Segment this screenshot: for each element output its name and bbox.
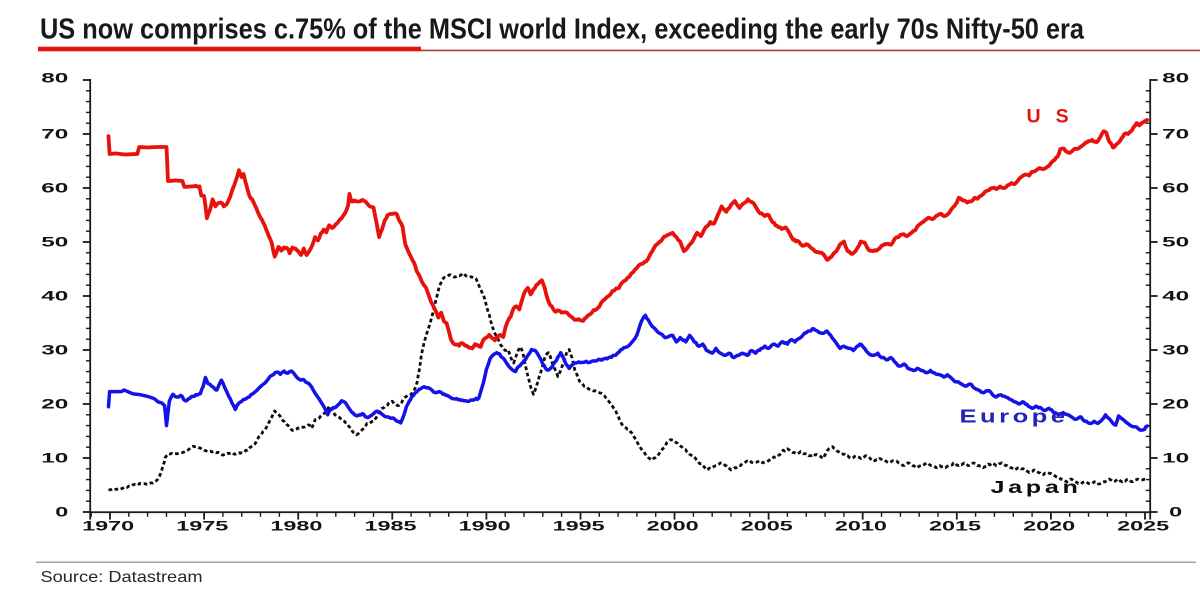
- svg-text:Japan: Japan: [991, 477, 1082, 497]
- svg-text:70: 70: [41, 127, 68, 143]
- svg-text:80: 80: [1162, 71, 1189, 87]
- svg-text:10: 10: [1162, 451, 1189, 467]
- svg-text:2000: 2000: [647, 518, 699, 534]
- svg-text:50: 50: [41, 235, 68, 251]
- svg-text:1970: 1970: [82, 518, 134, 534]
- svg-text:2015: 2015: [929, 518, 981, 534]
- svg-text:40: 40: [1162, 289, 1189, 305]
- svg-text:Source: Datastream: Source: Datastream: [41, 569, 203, 586]
- svg-text:20: 20: [1162, 397, 1189, 413]
- svg-text:0: 0: [1169, 505, 1182, 521]
- svg-text:2025: 2025: [1117, 518, 1169, 534]
- svg-text:30: 30: [1162, 343, 1189, 359]
- svg-text:20: 20: [41, 397, 68, 413]
- svg-text:2005: 2005: [741, 518, 793, 534]
- svg-text:1975: 1975: [176, 518, 228, 534]
- svg-text:1995: 1995: [553, 518, 605, 534]
- svg-text:60: 60: [1162, 181, 1189, 197]
- svg-text:1985: 1985: [365, 518, 417, 534]
- svg-text:Europe: Europe: [960, 406, 1069, 427]
- svg-text:2020: 2020: [1023, 518, 1075, 534]
- svg-text:1980: 1980: [270, 518, 322, 534]
- svg-text:US now comprises c.75% of the: US now comprises c.75% of the MSCI world…: [40, 13, 1085, 45]
- svg-text:80: 80: [41, 71, 68, 87]
- svg-text:US: US: [1027, 106, 1084, 128]
- svg-text:40: 40: [41, 289, 68, 305]
- svg-text:0: 0: [55, 505, 68, 521]
- svg-text:60: 60: [41, 181, 68, 197]
- svg-text:70: 70: [1162, 127, 1189, 143]
- svg-text:50: 50: [1162, 235, 1189, 251]
- svg-text:10: 10: [41, 451, 68, 467]
- svg-text:30: 30: [41, 343, 68, 359]
- svg-text:1990: 1990: [459, 518, 511, 534]
- svg-text:2010: 2010: [835, 518, 887, 534]
